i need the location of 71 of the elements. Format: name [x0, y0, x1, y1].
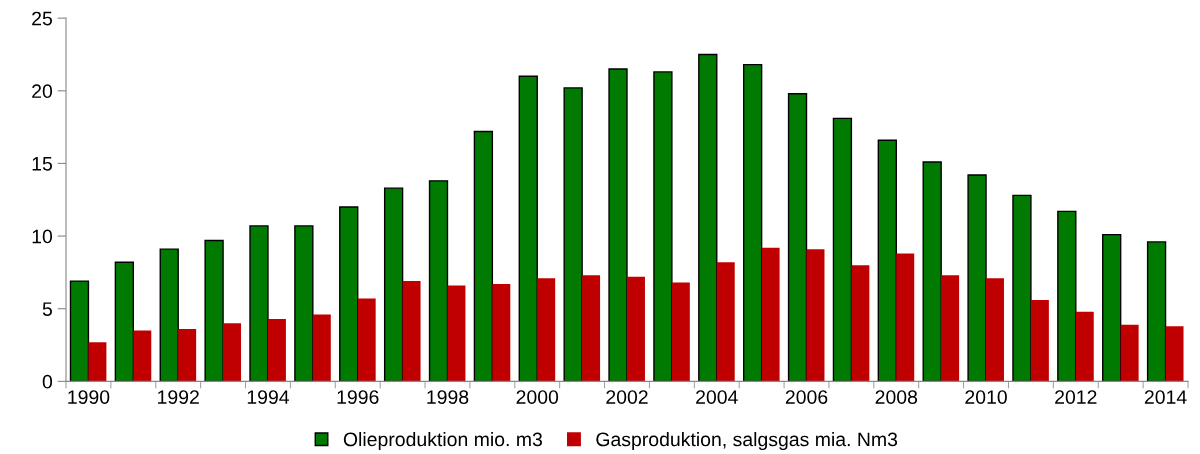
bar [133, 330, 152, 382]
bar [88, 342, 107, 382]
bar [627, 276, 645, 382]
x-tick-label: 1996 [337, 390, 379, 404]
x-tick-label: 1990 [68, 390, 110, 404]
bar [339, 206, 359, 382]
bar [428, 180, 449, 382]
x-tick-label: 1992 [158, 390, 199, 404]
bar [223, 323, 242, 382]
bar [204, 239, 224, 382]
y-tick-label: 10 [32, 229, 53, 244]
x-tick-label: 2010 [965, 390, 1007, 404]
bar [312, 314, 331, 382]
bar [608, 68, 628, 382]
bar [806, 249, 825, 382]
bar [582, 275, 601, 382]
y-tick-label: 15 [32, 157, 52, 171]
bar [698, 53, 718, 382]
x-tick-label: 2014 [1144, 390, 1187, 404]
x-tick-label: 2012 [1055, 390, 1097, 404]
bar [1012, 194, 1032, 382]
x-tick-label: 2004 [696, 390, 738, 404]
bar [402, 281, 421, 382]
bar [941, 275, 960, 382]
bar [671, 282, 690, 382]
bar [851, 265, 870, 382]
bar [761, 247, 780, 382]
bar [896, 253, 915, 382]
x-tick-label: 2008 [875, 390, 918, 404]
bar [1120, 324, 1139, 382]
bar [383, 187, 404, 382]
bar [1075, 311, 1094, 382]
bar [294, 225, 314, 382]
bar [1165, 326, 1184, 382]
x-tick-label: 1994 [247, 390, 290, 404]
y-tick-label: 25 [32, 11, 52, 26]
bar [1057, 210, 1077, 382]
bar [267, 318, 286, 382]
bar [1102, 233, 1122, 382]
bar [357, 298, 376, 382]
y-tick-label: 20 [32, 84, 53, 99]
y-tick-label: 5 [42, 302, 52, 316]
bar [518, 75, 538, 382]
x-tick-label: 2006 [785, 390, 828, 404]
legend-label: Olieproduktion mio. m3 [343, 431, 542, 451]
bar [447, 285, 466, 382]
bar [159, 248, 179, 382]
bar [537, 278, 556, 382]
bar [69, 280, 90, 382]
bar [967, 174, 987, 382]
bar [249, 225, 269, 382]
bar [563, 87, 583, 382]
x-tick-label: 1998 [427, 390, 469, 404]
bar [653, 71, 673, 382]
bar [716, 262, 735, 382]
y-tick-label: 0 [42, 374, 53, 389]
bar [473, 130, 494, 382]
bar [492, 284, 511, 382]
bar [832, 117, 853, 382]
bar [742, 63, 763, 382]
legend-label: Gasproduktion, salgsgas mia. Nm3 [596, 431, 898, 451]
bar [877, 139, 897, 382]
bar [986, 278, 1004, 382]
bar [178, 329, 197, 382]
bar [787, 93, 808, 382]
bar [1030, 300, 1049, 382]
bar [922, 161, 942, 382]
x-tick-label: 2000 [516, 390, 559, 404]
bar [1146, 241, 1167, 382]
x-tick-label: 2002 [606, 390, 648, 404]
bar [114, 261, 135, 382]
